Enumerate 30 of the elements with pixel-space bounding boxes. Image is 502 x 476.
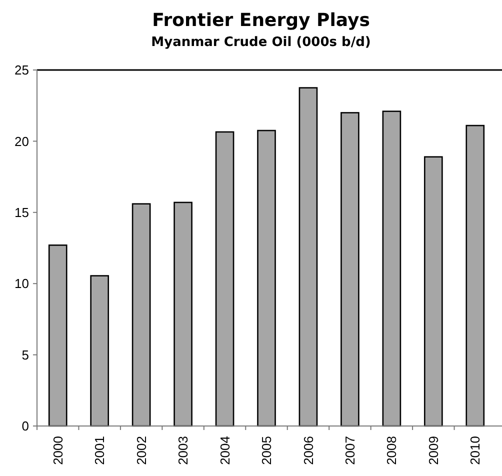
y-tick-label: 5 — [22, 347, 29, 362]
y-tick-label: 20 — [14, 134, 29, 149]
bar — [466, 124, 485, 427]
y-tick-label: 0 — [22, 418, 29, 434]
bar — [257, 130, 276, 427]
y-tick-label: 25 — [14, 62, 29, 78]
bar — [48, 244, 68, 427]
x-tick-label: 2006 — [300, 436, 316, 465]
x-tick-label: 2004 — [217, 436, 232, 465]
bar — [298, 87, 318, 427]
x-tick-label: 2009 — [426, 436, 441, 465]
x-tick-label: 2007 — [342, 436, 358, 465]
bar — [90, 275, 110, 427]
y-tick-label: 10 — [14, 276, 29, 292]
x-tick-label: 2001 — [92, 436, 108, 465]
x-tick-label: 2003 — [176, 436, 191, 465]
bar — [132, 203, 151, 427]
x-tick-label: 2000 — [50, 436, 66, 465]
bar — [340, 112, 360, 427]
chart-subtitle: Myanmar Crude Oil (000s b/d) — [151, 35, 371, 50]
y-tick-label: 15 — [14, 204, 29, 220]
x-tick-label: 2008 — [384, 436, 400, 465]
bar — [424, 156, 443, 427]
bar — [382, 110, 402, 427]
x-tick-label: 2010 — [468, 436, 483, 465]
chart-title: Frontier Energy Plays — [152, 10, 370, 31]
bar — [174, 202, 192, 427]
x-tick-label: 2002 — [134, 436, 149, 465]
x-tick-label: 2005 — [259, 436, 274, 465]
bar — [215, 131, 234, 427]
